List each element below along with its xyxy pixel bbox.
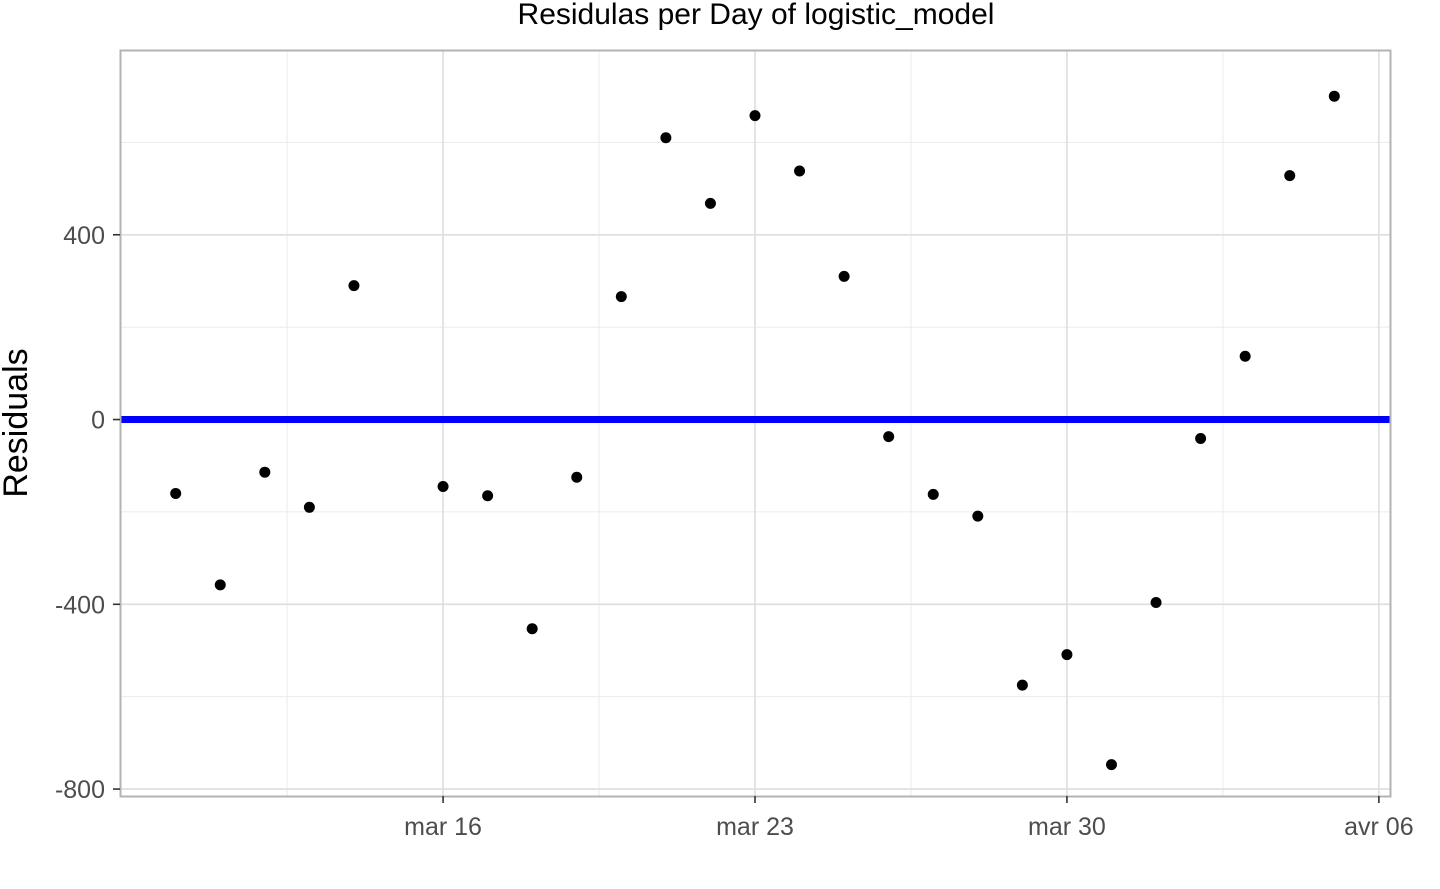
axis-ticks: 400 0 -400 -800 mar 16 mar 23 mar 30 avr 06 (55, 222, 1414, 841)
data-point (1105, 759, 1117, 771)
data-point (749, 110, 761, 122)
chart-title: Residulas per Day of logistic_model (518, 0, 995, 31)
data-point (526, 623, 538, 635)
data-point (303, 501, 315, 513)
data-point (437, 481, 449, 493)
data-point (1284, 170, 1296, 182)
y-tick-label: 0 (91, 407, 105, 435)
data-point (170, 487, 182, 499)
y-tick-label: -400 (55, 591, 105, 619)
data-point (1195, 432, 1207, 444)
data-point (704, 197, 716, 209)
data-point (927, 488, 939, 500)
x-tick-label: avr 06 (1344, 813, 1413, 841)
data-point (482, 490, 494, 502)
data-point (838, 270, 850, 282)
data-point (883, 431, 895, 443)
y-tick-label: -800 (55, 776, 105, 804)
x-tick-label: mar 16 (404, 813, 482, 841)
data-point (794, 165, 806, 177)
data-point (348, 280, 360, 292)
data-point (214, 579, 226, 591)
data-point (259, 466, 271, 478)
data-points (170, 90, 1340, 771)
x-tick-label: mar 30 (1028, 813, 1106, 841)
data-point (972, 510, 984, 522)
data-point (1016, 679, 1028, 691)
data-point (1328, 90, 1340, 102)
y-tick-label: 400 (63, 222, 105, 250)
data-point (1061, 649, 1073, 661)
data-point (571, 471, 583, 483)
data-point (1239, 350, 1251, 362)
data-point (1150, 596, 1162, 608)
data-point (660, 132, 672, 144)
x-tick-label: mar 23 (716, 813, 794, 841)
data-point (615, 291, 627, 303)
y-axis-label: Residuals (0, 348, 35, 497)
